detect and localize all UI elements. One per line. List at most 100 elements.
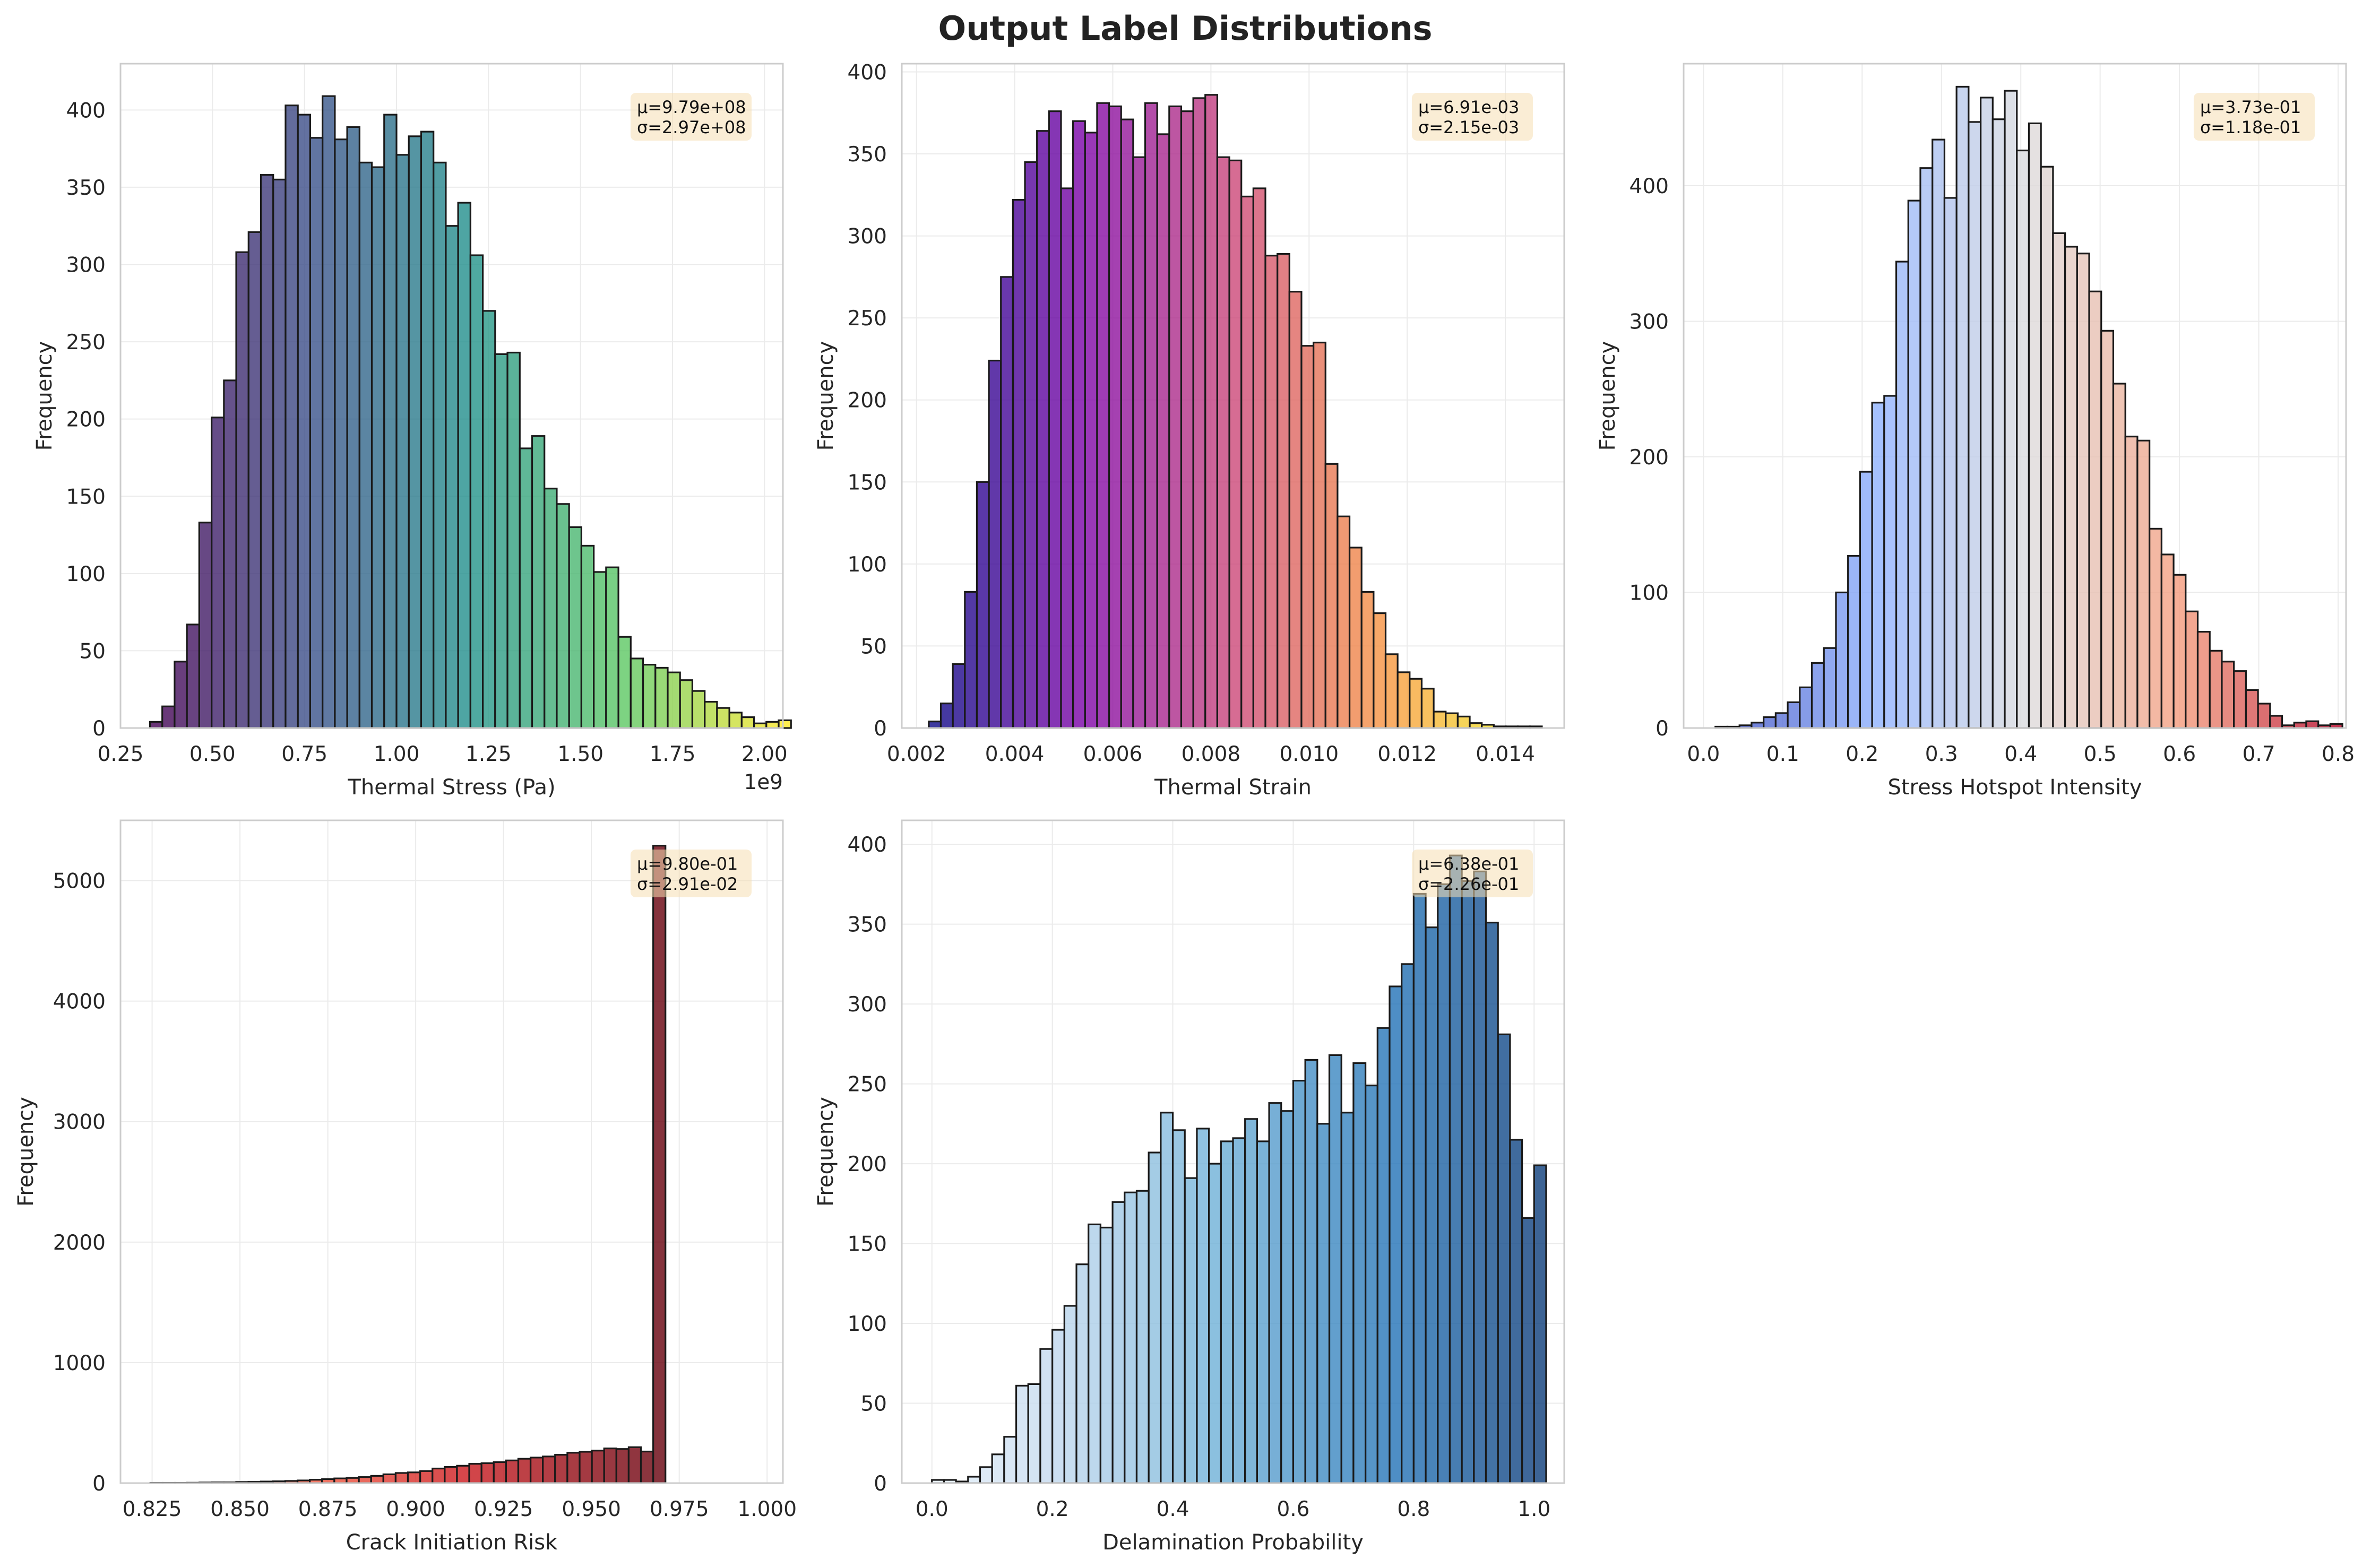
- delamination-bar: [1148, 1151, 1162, 1484]
- stress-hotspot-bar: [2100, 330, 2115, 729]
- thermal-strain-bar: [952, 663, 966, 729]
- stress-hotspot-y-tick-label: 0: [1656, 717, 1669, 741]
- thermal-stress-bar: [408, 135, 423, 729]
- thermal-strain-axes-frame: [901, 63, 1565, 729]
- thermal-strain-bar: [928, 721, 942, 729]
- thermal-strain-bar: [1156, 133, 1170, 729]
- stress-hotspot-x-tick-label: 0.1: [1766, 742, 1799, 766]
- delamination-bar: [1376, 1027, 1391, 1484]
- stress-hotspot-bar: [1955, 85, 1970, 729]
- thermal-strain-bar: [1180, 110, 1194, 729]
- thermal-strain-bar: [1373, 612, 1387, 729]
- thermal-stress-y-tick-label: 250: [66, 331, 106, 354]
- stress-hotspot-bar: [1943, 197, 1958, 729]
- thermal-stress-bar: [235, 251, 249, 729]
- crack-risk-bar: [394, 1472, 409, 1484]
- stress-hotspot-bar: [2196, 630, 2211, 729]
- thermal-stress-bar: [728, 712, 743, 729]
- thermal-stress-bar: [481, 310, 496, 729]
- thermal-stress-bar: [531, 435, 546, 729]
- delamination-y-axis-label: Frequency: [814, 1097, 838, 1207]
- thermal-strain-y-tick-label: 200: [848, 389, 887, 413]
- delamination-bar: [1412, 893, 1427, 1484]
- delamination-bar: [1075, 1263, 1090, 1484]
- thermal-stress-bar: [395, 154, 410, 729]
- stress-hotspot-bar: [2040, 166, 2054, 729]
- thermal-strain-bar: [1288, 291, 1303, 729]
- stress-hotspot-x-tick-label: 0.3: [1925, 742, 1958, 766]
- thermal-stress-bar: [630, 657, 644, 729]
- thermal-stress-y-tick-label: 50: [79, 639, 106, 663]
- crack-risk-x-tick-label: 1.000: [737, 1497, 797, 1521]
- thermal-strain-y-tick-label: 100: [848, 553, 887, 577]
- thermal-strain-bar: [1084, 132, 1098, 729]
- crack-risk-bar: [579, 1451, 593, 1484]
- stress-hotspot-stats-mean: μ=3.73e-01: [2200, 97, 2301, 117]
- delamination-bar: [1437, 883, 1451, 1484]
- panel-crack-risk: 0.825 0.850 0.875 0.900 0.925 0.950 0.975 1.000…: [14, 819, 797, 1555]
- thermal-stress-bar: [667, 671, 681, 729]
- crack-risk-y-tick-label: 2000: [53, 1231, 106, 1255]
- thermal-strain-x-tick-label: 0.004: [985, 742, 1045, 766]
- thermal-stress-bar: [469, 254, 484, 729]
- crack-risk-bar: [382, 1473, 397, 1484]
- thermal-strain-bar: [1396, 671, 1411, 729]
- stress-hotspot-x-tick-label: 0.2: [1846, 742, 1878, 766]
- thermal-strain-bar: [1240, 195, 1254, 729]
- thermal-stress-bar: [322, 95, 336, 729]
- panel-thermal-stress: 0.25 0.50 0.75 1.00 1.25 1.50 1.75 2.00 0 50 100 15…: [32, 63, 792, 800]
- thermal-stress-bar: [346, 126, 360, 729]
- thermal-stress-x-tick-label: 0.25: [98, 742, 144, 766]
- delamination-bar: [1292, 1079, 1306, 1484]
- crack-risk-bar: [529, 1457, 544, 1484]
- thermal-strain-bar: [1456, 715, 1471, 729]
- delamination-bar: [1340, 1112, 1355, 1484]
- crack-risk-x-tick-label: 0.925: [474, 1497, 533, 1521]
- panel-thermal-strain: 0.002 0.004 0.006 0.008 0.010 0.012 0.014 0 50 10…: [814, 60, 1565, 800]
- stress-hotspot-bar: [2112, 383, 2126, 729]
- delamination-bar: [1063, 1305, 1077, 1484]
- stress-hotspot-bar: [1787, 701, 1801, 729]
- thermal-stress-bar: [247, 231, 262, 729]
- thermal-strain-bar: [1036, 130, 1050, 729]
- stress-hotspot-bar: [2221, 661, 2235, 729]
- thermal-stress-x-axis-label: Thermal Stress (Pa): [347, 775, 555, 800]
- thermal-stress-bar: [519, 447, 533, 729]
- delamination-bar: [1256, 1140, 1270, 1484]
- thermal-strain-x-axis-label: Thermal Strain: [1154, 775, 1312, 800]
- crack-risk-bar: [468, 1463, 482, 1484]
- delamination-bar: [1124, 1191, 1138, 1484]
- crack-risk-bar: [517, 1458, 532, 1484]
- thermal-stress-bar: [370, 166, 385, 729]
- delamination-y-tick-label: 50: [860, 1392, 887, 1416]
- thermal-stress-bar: [544, 488, 558, 729]
- stress-hotspot-bar: [1919, 167, 1934, 729]
- delamination-bar: [1328, 1054, 1342, 1484]
- thermal-stress-bar: [568, 526, 583, 729]
- thermal-strain-bar: [1445, 712, 1459, 729]
- delamination-bar: [1521, 1217, 1535, 1484]
- stress-hotspot-bar: [2004, 90, 2018, 729]
- stress-hotspot-y-tick-label: 100: [1629, 581, 1669, 605]
- delamination-bar: [1015, 1384, 1029, 1484]
- delamination-bar: [1497, 1033, 1511, 1484]
- thermal-stress-stats-std: σ=2.97e+08: [637, 117, 746, 137]
- delamination-bar: [991, 1453, 1005, 1484]
- crack-risk-y-tick-label: 1000: [53, 1352, 106, 1375]
- thermal-stress-y-tick-label: 0: [92, 717, 106, 741]
- thermal-strain-y-tick-label: 250: [848, 307, 887, 331]
- thermal-strain-bar: [1192, 97, 1206, 729]
- panel-stress-hotspot: 0.0 0.1 0.2 0.3 0.4 0.5 0.6 0.7 0.8 0 100 200 300 400…: [1596, 63, 2355, 800]
- delamination-bar: [1171, 1129, 1186, 1484]
- delamination-x-axis-label: Delamination Probability: [1102, 1530, 1364, 1555]
- thermal-strain-bar: [1264, 255, 1279, 729]
- delamination-bar: [1533, 1164, 1547, 1484]
- thermal-strain-bar: [1048, 110, 1062, 729]
- thermal-stress-bar: [457, 202, 471, 729]
- figure-title: Output Label Distributions: [938, 9, 1433, 48]
- thermal-stress-bar: [334, 138, 348, 729]
- thermal-strain-bar: [1204, 94, 1219, 729]
- crack-risk-stats-mean: μ=9.80e-01: [637, 854, 738, 874]
- delamination-bar: [1509, 1139, 1523, 1484]
- thermal-stress-y-tick-label: 350: [66, 176, 106, 200]
